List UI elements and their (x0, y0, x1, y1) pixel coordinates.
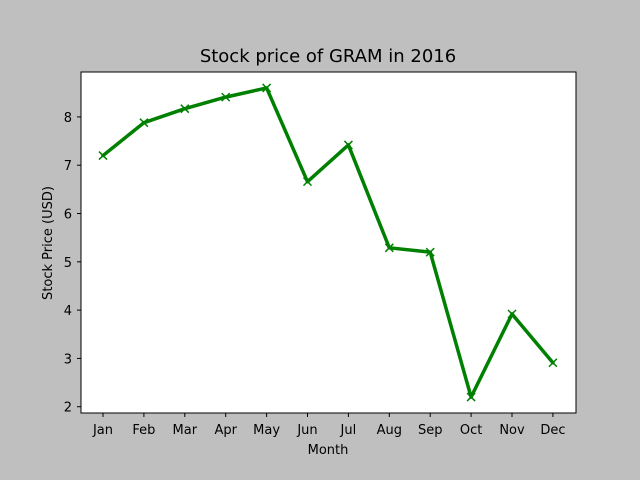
data-point-jan (98, 151, 108, 161)
x-axis-label: Month (308, 443, 349, 458)
x-tick-label-apr: Apr (214, 423, 237, 438)
data-point-oct (466, 392, 476, 402)
x-axis-ticks: Jan Feb Mar Apr May Jun Jul Aug Sep Oct Nov Dec (92, 413, 565, 438)
x-tick-label-oct: Oct (460, 423, 482, 438)
y-tick-label-6: 6 (64, 208, 72, 223)
data-point-nov (507, 309, 517, 319)
series-markers (98, 83, 558, 402)
data-point-aug (384, 243, 394, 253)
data-point-dec (548, 358, 558, 368)
y-axis-label: Stock Price (USD) (41, 186, 56, 300)
data-point-may (262, 83, 272, 93)
data-point-feb (139, 118, 149, 128)
y-tick-label-2: 2 (64, 401, 72, 416)
data-point-apr (221, 92, 231, 102)
x-tick-label-dec: Dec (540, 423, 565, 438)
y-tick-label-7: 7 (64, 159, 72, 174)
chart-title: Stock price of GRAM in 2016 (200, 46, 456, 67)
y-tick-label-3: 3 (64, 352, 72, 367)
x-tick-label-jun: Jun (296, 423, 317, 438)
data-point-jul (343, 140, 353, 150)
y-axis-ticks: 2 3 4 5 6 7 8 (64, 111, 81, 416)
x-tick-label-jul: Jul (340, 423, 357, 438)
x-tick-label-may: May (253, 423, 280, 438)
x-tick-label-sep: Sep (418, 423, 443, 438)
y-tick-label-5: 5 (64, 256, 72, 271)
data-point-sep (425, 247, 435, 257)
x-tick-label-feb: Feb (132, 423, 155, 438)
series-line (101, 86, 555, 399)
plot-area (80, 71, 577, 414)
x-tick-label-aug: Aug (377, 423, 402, 438)
data-point-mar (180, 104, 190, 114)
x-tick-label-mar: Mar (173, 423, 198, 438)
y-tick-label-8: 8 (64, 111, 72, 126)
y-tick-label-4: 4 (64, 304, 72, 319)
stock-price-line (101, 86, 555, 399)
x-tick-label-nov: Nov (499, 423, 525, 438)
data-point-jun (302, 177, 313, 187)
x-tick-label-jan: Jan (92, 423, 113, 438)
